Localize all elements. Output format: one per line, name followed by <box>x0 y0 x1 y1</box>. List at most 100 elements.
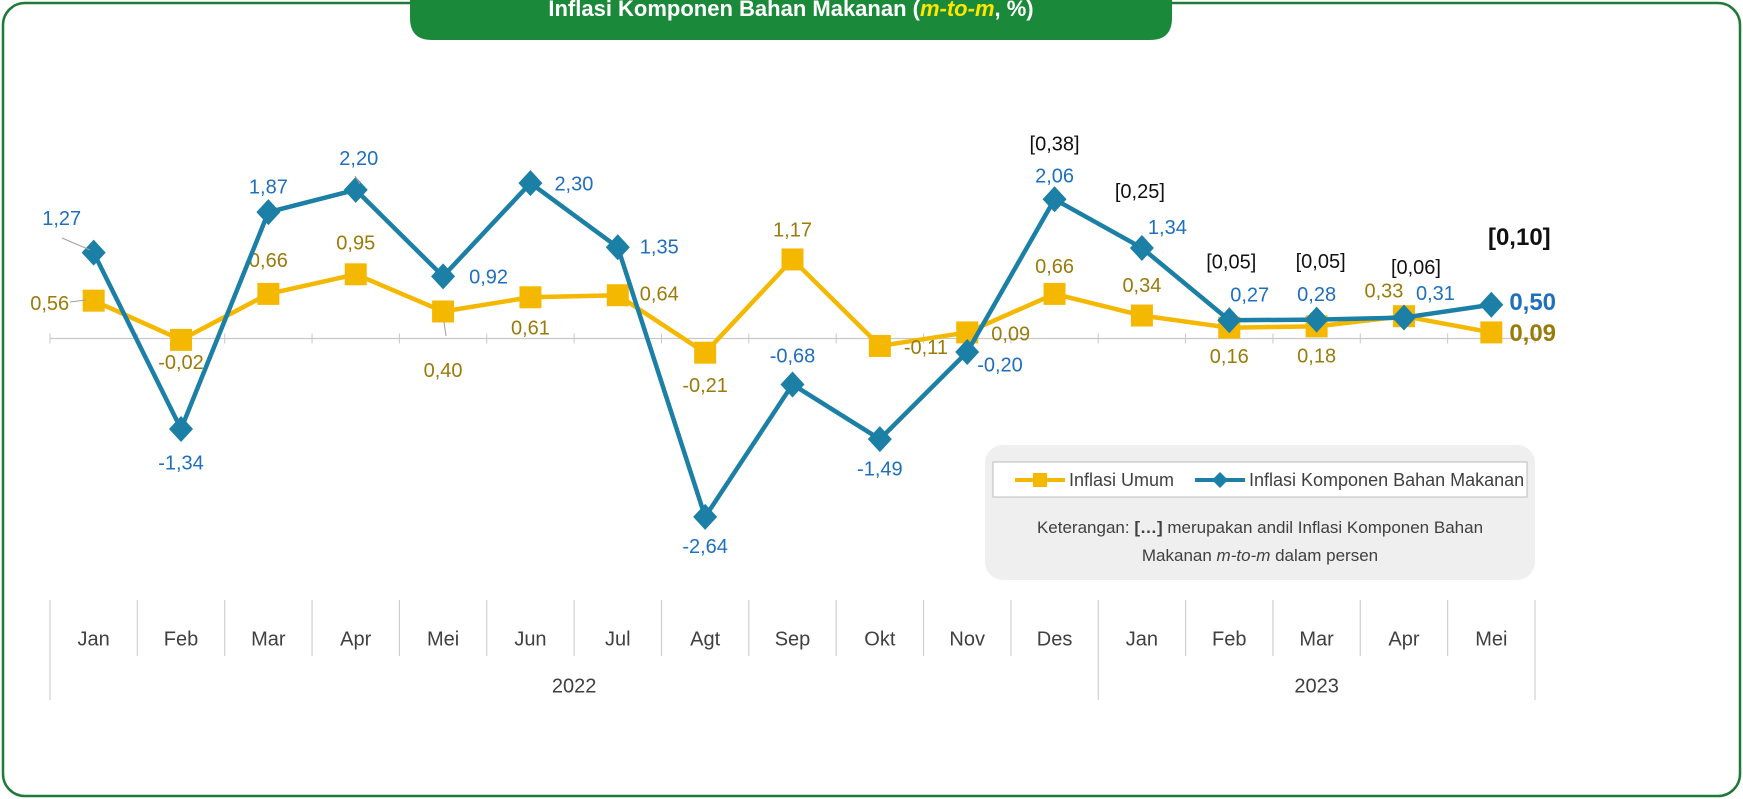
x-tick-label: Okt <box>864 628 896 650</box>
legend-box <box>992 461 1528 498</box>
x-tick-label: Sep <box>775 628 811 650</box>
data-label: -0,02 <box>158 352 204 374</box>
marker <box>1217 307 1242 334</box>
marker <box>694 341 717 364</box>
data-label: 0,92 <box>469 267 508 289</box>
x-tick-label: Mei <box>1475 628 1507 650</box>
contribution-label: [0,06] <box>1391 257 1441 279</box>
contribution-label: [0,10] <box>1488 224 1551 251</box>
chart-title: Inflasi Komponen Bahan Makanan (m-to-m, … <box>548 0 1033 21</box>
x-tick-label: Jun <box>514 628 546 650</box>
data-label: -1,49 <box>857 458 903 480</box>
x-tick-label: Jan <box>78 628 110 650</box>
contribution-label: [0,05] <box>1296 251 1346 273</box>
note-part: dalam persen <box>1270 546 1378 565</box>
marker <box>781 248 804 271</box>
x-tick-label: Des <box>1037 628 1073 650</box>
marker <box>169 416 194 443</box>
leader-line <box>443 321 447 337</box>
data-label: -0,68 <box>770 346 816 368</box>
data-label: 2,06 <box>1035 166 1074 188</box>
contribution-label: [0,25] <box>1115 181 1165 203</box>
marker <box>1391 304 1416 331</box>
legend-marker <box>1033 473 1047 487</box>
marker <box>432 300 455 323</box>
data-label: 0,95 <box>336 233 375 255</box>
data-label: -0,20 <box>977 354 1023 376</box>
marker <box>1130 304 1153 327</box>
x-tick-label: Nov <box>949 628 985 650</box>
x-tick-label: Jan <box>1126 628 1158 650</box>
marker <box>81 239 106 266</box>
data-label: 0,16 <box>1210 346 1249 368</box>
marker <box>1479 291 1504 318</box>
marker <box>1304 306 1329 333</box>
data-label: 2,30 <box>554 173 593 195</box>
marker <box>170 328 193 351</box>
data-label: 0,28 <box>1297 284 1336 306</box>
data-label: -2,64 <box>682 536 728 558</box>
marker <box>82 289 105 312</box>
legend-label: Inflasi Umum <box>1069 470 1174 490</box>
title-part: Inflasi Komponen Bahan Makanan ( <box>548 0 920 21</box>
note-part: m-to-m <box>1217 546 1271 565</box>
data-label: 0,56 <box>30 293 69 315</box>
legend-marker <box>1212 472 1228 488</box>
marker <box>868 334 891 357</box>
x-tick-label: Agt <box>690 628 720 650</box>
x-tick-label: Apr <box>340 628 371 650</box>
x-tick-label: Mei <box>427 628 459 650</box>
marker <box>519 286 542 309</box>
data-label: 0,61 <box>511 318 550 340</box>
marker <box>605 234 630 261</box>
data-label: 1,34 <box>1148 217 1187 239</box>
x-tick-label: Feb <box>164 628 198 650</box>
marker <box>606 284 629 307</box>
leader-line <box>61 237 91 251</box>
marker <box>780 371 805 398</box>
legend-note: Makanan m-to-m dalam persen <box>1142 546 1378 565</box>
x-tick-label: Feb <box>1212 628 1246 650</box>
contribution-label: [0,38] <box>1030 134 1080 156</box>
title-part: m-to-m <box>920 0 995 21</box>
marker <box>955 339 980 366</box>
marker <box>344 263 367 286</box>
data-label: 0,50 <box>1509 289 1556 316</box>
marker <box>257 282 280 305</box>
data-label: 0,09 <box>991 324 1030 346</box>
group-label: 2022 <box>552 675 597 697</box>
data-label: 2,20 <box>339 148 378 170</box>
marker <box>256 199 281 226</box>
x-tick-label: Mar <box>251 628 286 650</box>
contribution-label: [0,05] <box>1206 252 1256 274</box>
data-label: 0,33 <box>1365 280 1404 302</box>
data-label: -0,21 <box>682 375 728 397</box>
data-label: -0,11 <box>904 337 948 359</box>
legend-label: Inflasi Komponen Bahan Makanan <box>1249 470 1524 490</box>
data-label: 0,27 <box>1230 285 1269 307</box>
leader-line <box>354 175 361 185</box>
leader-line <box>69 299 87 303</box>
title-part: , %) <box>995 0 1034 21</box>
marker <box>1129 234 1154 261</box>
data-label: 0,34 <box>1122 275 1161 297</box>
marker <box>1043 282 1066 305</box>
marker <box>431 263 456 290</box>
note-part: merupakan andil Inflasi Komponen Bahan <box>1163 518 1483 537</box>
marker <box>1042 186 1067 213</box>
data-label: 1,27 <box>42 208 81 230</box>
x-tick-label: Mar <box>1299 628 1334 650</box>
legend-note: Keterangan: […] merupakan andil Inflasi … <box>1037 518 1483 537</box>
data-label: 0,09 <box>1509 320 1556 347</box>
data-label: 0,66 <box>1035 256 1074 278</box>
data-label: 0,66 <box>249 250 288 272</box>
note-part: […] <box>1134 518 1162 537</box>
marker <box>693 503 718 530</box>
data-label: 0,31 <box>1416 283 1455 305</box>
data-label: 1,35 <box>640 237 679 259</box>
marker <box>343 176 368 203</box>
data-label: 0,40 <box>424 360 463 382</box>
